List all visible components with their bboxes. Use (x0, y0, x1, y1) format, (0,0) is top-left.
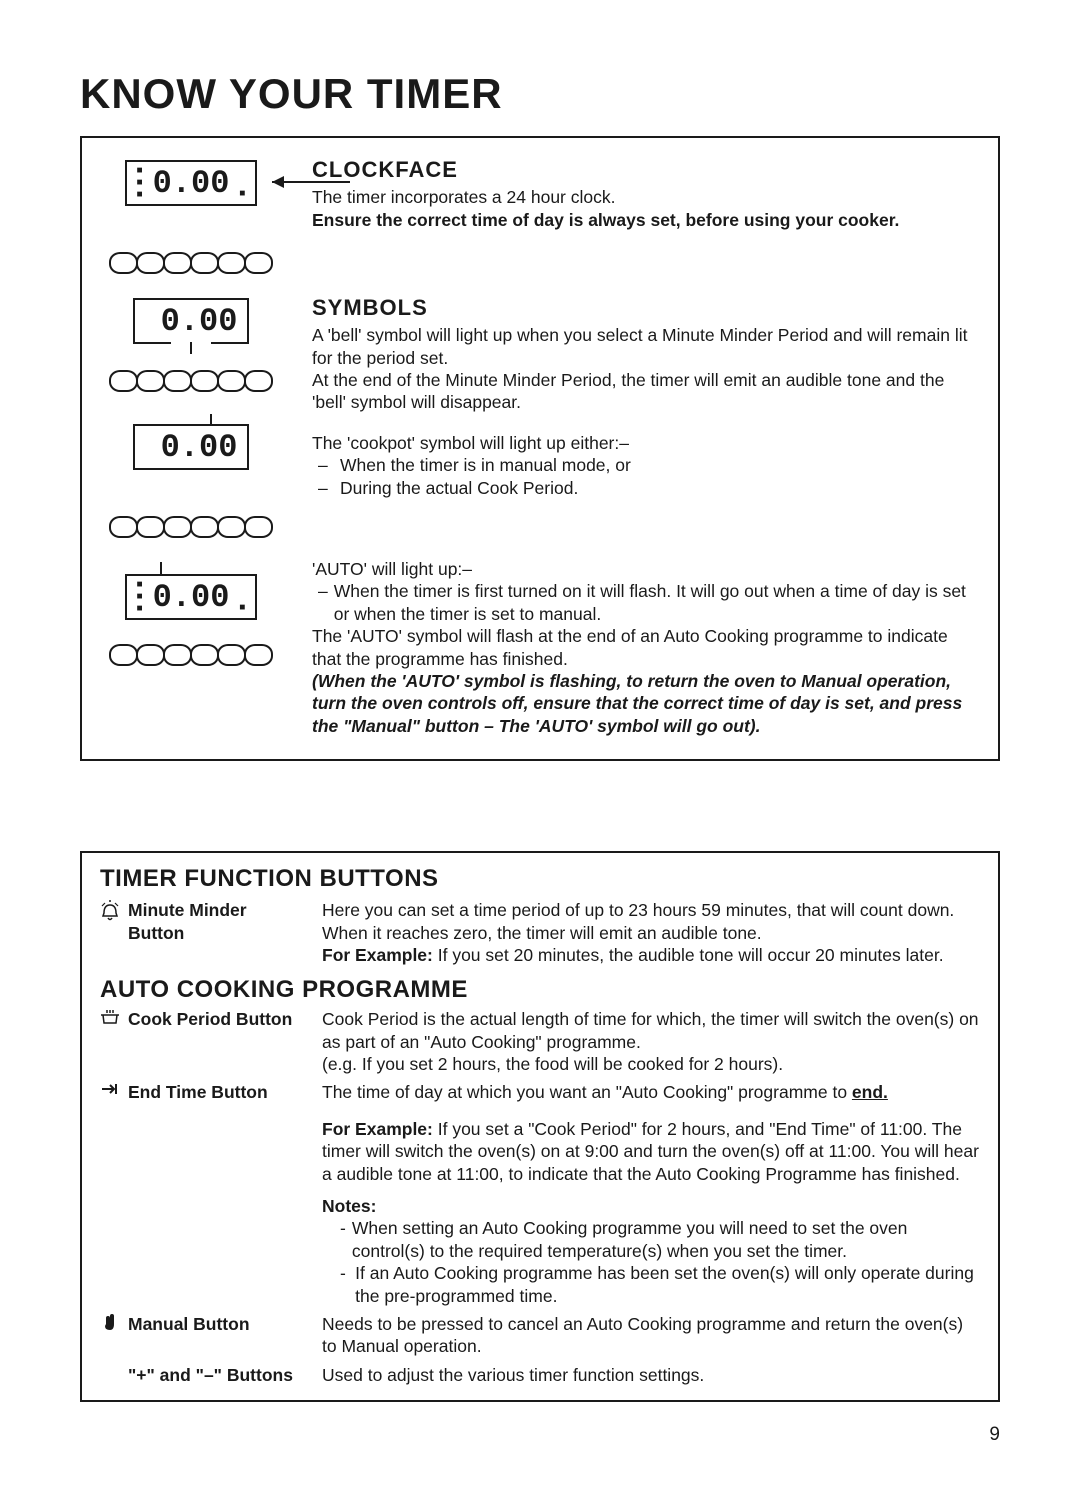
timer-function-heading: Timer Function Buttons (100, 865, 980, 893)
timer-functions-panel: Timer Function Buttons Minute MinderButt… (80, 851, 1000, 1402)
auto-row: ■■■ 0.00 ■ 'AUTO' will light up:– –When … (82, 558, 980, 737)
page: Know Your Timer ■■■ 0.00 ■ Clockface The… (0, 0, 1080, 1486)
timer-display: ■■■ 0.00 ■ (125, 574, 258, 620)
end-arrow-icon (100, 1081, 120, 1096)
plusminus-desc: Used to adjust the various timer functio… (322, 1364, 980, 1386)
minute-minder-row: Minute MinderButton Here you can set a t… (100, 899, 980, 966)
auto-text-2: The 'AUTO' symbol will flash at the end … (312, 625, 980, 670)
timer-diagram-panel: ■■■ 0.00 ■ Clockface The timer incorpora… (80, 136, 1000, 761)
cookpot-item-2: –During the actual Cook Period. (312, 477, 980, 499)
button-row (110, 252, 272, 274)
clockface-heading: Clockface (312, 156, 980, 184)
cookpot-intro: The 'cookpot' symbol will light up eithe… (312, 432, 980, 454)
auto-intro: 'AUTO' will light up:– (312, 558, 980, 580)
plusminus-row: "+" and "–" Buttons Used to adjust the v… (100, 1364, 980, 1386)
button-row (110, 370, 272, 392)
cook-period-desc: Cook Period is the actual length of time… (322, 1009, 979, 1051)
timer-display: ■■■ 0.00 ■ (125, 160, 258, 206)
cookpot-icon (100, 1008, 120, 1025)
clockface-text-1: The timer incorporates a 24 hour clock. (312, 186, 980, 208)
display-value: 0.00 (153, 582, 230, 614)
manual-desc: Needs to be pressed to cancel an Auto Co… (322, 1313, 980, 1358)
page-number: 9 (80, 1424, 1000, 1446)
timer-display: 0.00 (133, 298, 250, 344)
end-time-desc: The time of day at which you want an "Au… (322, 1082, 888, 1102)
bell-text-1: A 'bell' symbol will light up when you s… (312, 324, 980, 369)
symbols-heading: Symbols (312, 294, 980, 322)
display-value: 0.00 (153, 168, 230, 200)
auto-cooking-heading: Auto Cooking Programme (100, 976, 980, 1004)
display-value: 0.00 (161, 306, 238, 338)
hand-icon (100, 1313, 120, 1332)
note-2: -If an Auto Cooking programme has been s… (322, 1262, 980, 1307)
note-1: -When setting an Auto Cooking programme … (322, 1217, 980, 1262)
auto-note: (When the 'AUTO' symbol is flashing, to … (312, 670, 980, 737)
clockface-row: ■■■ 0.00 ■ Clockface The timer incorpora… (82, 156, 980, 274)
timer-display: 0.00 (133, 424, 250, 470)
cookpot-item-1: –When the timer is in manual mode, or (312, 454, 980, 476)
arrow-icon (272, 174, 352, 190)
blank-icon (100, 1364, 120, 1365)
button-row (110, 516, 272, 538)
minute-minder-desc: Here you can set a time period of up to … (322, 900, 954, 942)
auto-item-1: –When the timer is first turned on it wi… (312, 580, 980, 625)
bell-text-2: At the end of the Minute Minder Period, … (312, 369, 980, 414)
symbols-row: 0.00 0.00 (82, 294, 980, 538)
end-time-row: End Time Button The time of day at which… (100, 1081, 980, 1307)
clockface-text-2: Ensure the correct time of day is always… (312, 209, 980, 231)
bell-icon (100, 899, 120, 922)
button-row (110, 644, 272, 666)
display-value: 0.00 (161, 432, 238, 464)
notes-heading: Notes: (322, 1195, 980, 1217)
cook-period-row: Cook Period Button Cook Period is the ac… (100, 1008, 980, 1075)
manual-row: Manual Button Needs to be pressed to can… (100, 1313, 980, 1358)
page-title: Know Your Timer (80, 70, 1000, 118)
